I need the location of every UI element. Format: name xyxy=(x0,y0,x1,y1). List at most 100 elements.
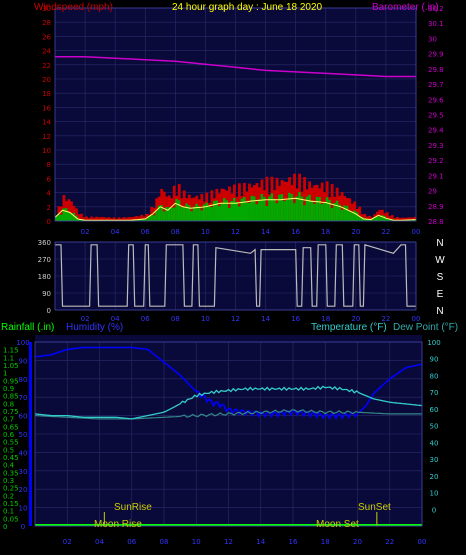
speed-bar xyxy=(313,203,317,221)
direction-tick-label: 90 xyxy=(42,290,51,298)
barometer-tick-label: 29.5 xyxy=(428,112,444,120)
barometer-tick-label: 29.1 xyxy=(428,172,444,180)
humidity-line xyxy=(34,346,423,420)
speed-bar xyxy=(165,207,169,221)
hour-tick-label: 22 xyxy=(381,315,390,323)
gust-bar xyxy=(80,213,83,221)
hour-tick-label: 00 xyxy=(412,228,421,236)
speed-bar xyxy=(248,202,251,221)
wind-tick-label: 18 xyxy=(42,90,51,98)
speed-bar xyxy=(222,198,226,221)
rain-tick-label: 1.15 xyxy=(3,347,19,355)
speed-bar xyxy=(320,204,324,221)
rain-tick-label: 1.1 xyxy=(3,354,14,362)
speed-bar xyxy=(152,215,156,221)
speed-bar xyxy=(273,198,276,221)
hour-tick-label: 20 xyxy=(351,315,360,323)
speed-bar xyxy=(303,205,306,221)
speed-bar xyxy=(360,217,364,221)
barometer-tick-label: 29.9 xyxy=(428,51,444,59)
humidity-tick-label: 70 xyxy=(19,394,28,402)
hour-tick-label: 16 xyxy=(291,315,300,323)
rain-tick-label: 0.9 xyxy=(3,385,14,393)
speed-bar xyxy=(67,211,71,221)
compass-label: E xyxy=(437,289,444,300)
rain-tick-label: 0.4 xyxy=(3,462,15,470)
speed-bar xyxy=(170,207,174,221)
speed-bar xyxy=(318,196,322,221)
hour-tick-label: 12 xyxy=(224,538,233,546)
hour-tick-label: 12 xyxy=(231,315,240,323)
speed-bar xyxy=(378,216,382,221)
humidity-tick-label: 20 xyxy=(19,486,28,494)
gust-bar xyxy=(160,188,164,221)
gust-bar xyxy=(182,190,186,221)
speed-bar xyxy=(385,218,389,221)
gust-bar xyxy=(330,184,334,221)
gust-bar xyxy=(408,217,412,221)
gust-bar xyxy=(368,215,372,221)
gust-bar xyxy=(172,185,176,221)
hour-tick-label: 18 xyxy=(321,315,330,323)
speed-bar xyxy=(370,219,374,221)
hour-tick-label: 10 xyxy=(201,315,210,323)
rain-tick-label: 0.25 xyxy=(3,485,19,493)
speed-bar xyxy=(160,205,164,221)
gust-bar xyxy=(385,212,389,221)
wind-tick-label: 2 xyxy=(47,204,51,212)
gust-bar xyxy=(130,217,134,221)
speed-bar xyxy=(285,199,289,221)
gust-bar xyxy=(137,216,141,221)
gust-bar xyxy=(112,217,116,221)
speed-bar xyxy=(340,210,344,221)
speed-bar xyxy=(365,218,369,221)
temperature-tick-label: 90 xyxy=(430,356,439,364)
panel-border xyxy=(54,7,417,222)
temperature-tick-label: 50 xyxy=(430,423,439,431)
hour-tick-label: 20 xyxy=(351,228,360,236)
speed-bar xyxy=(368,219,372,221)
speed-bar xyxy=(55,216,58,221)
speed-bar xyxy=(250,195,254,221)
temperature-tick-label: 40 xyxy=(430,439,439,447)
speed-bar xyxy=(343,205,347,221)
humidity-tick-label: 40 xyxy=(19,449,28,457)
humidity-tick-label: 50 xyxy=(19,431,28,439)
temperature-tick-label: 80 xyxy=(430,372,439,380)
gust-bar xyxy=(87,218,91,221)
speed-bar xyxy=(192,206,196,221)
gust-bar xyxy=(358,206,362,221)
hour-tick-label: 00 xyxy=(418,538,427,546)
gust-bar xyxy=(67,199,71,221)
speed-bar xyxy=(375,216,379,221)
speed-bar xyxy=(323,202,327,221)
speed-bar xyxy=(232,197,236,221)
speed-bar xyxy=(263,196,266,221)
hour-tick-label: 18 xyxy=(321,538,330,546)
speed-bar xyxy=(268,196,271,221)
wind-tick-label: 4 xyxy=(47,190,52,198)
wind-tick-label: 30 xyxy=(42,5,51,13)
speed-bar xyxy=(293,203,296,221)
hour-tick-label: 20 xyxy=(353,538,362,546)
barometer-tick-label: 29.6 xyxy=(428,96,444,104)
hour-tick-label: 14 xyxy=(261,228,270,236)
gust-bar xyxy=(150,206,154,221)
temperature-axis-label: Temperature (°F) xyxy=(311,322,387,333)
humidity-tick-label: 80 xyxy=(19,376,28,384)
speed-bar xyxy=(280,194,284,221)
gust-bar xyxy=(70,201,73,221)
rain-tick-label: 0.15 xyxy=(3,500,19,508)
wind-average-line xyxy=(54,197,417,221)
humidity-tick-label: 30 xyxy=(19,468,28,476)
speed-bar xyxy=(333,202,337,221)
temperature-tick-label: 10 xyxy=(430,490,439,498)
gust-bar xyxy=(102,217,106,221)
direction-tick-label: 360 xyxy=(38,239,51,247)
gust-bar xyxy=(90,216,93,221)
barometer-tick-label: 29.4 xyxy=(428,127,444,135)
speed-bar xyxy=(278,194,281,221)
gust-bar xyxy=(140,214,144,221)
speed-bar xyxy=(283,201,286,221)
wind-tick-label: 14 xyxy=(42,119,51,127)
